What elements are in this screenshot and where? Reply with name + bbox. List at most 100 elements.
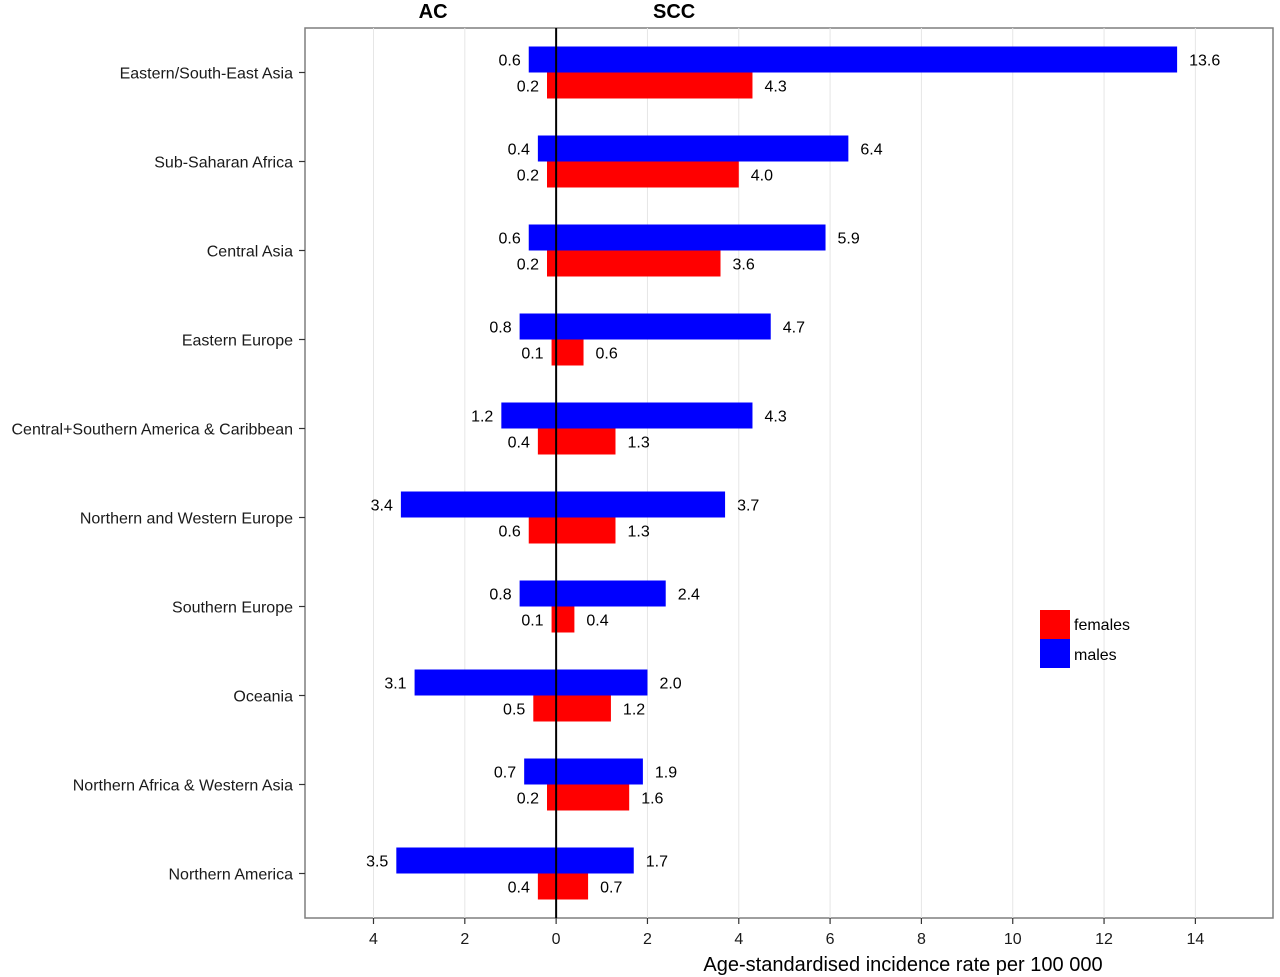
x-axis: 4 2 0 2 4 6 8 10 12 14	[369, 918, 1204, 948]
bar-females-scc-1	[556, 161, 739, 188]
label-males-ac-6: 0.8	[489, 587, 511, 604]
category-label-3: Eastern Europe	[182, 333, 293, 350]
bar-males-ac-4	[501, 402, 557, 429]
label-males-scc-8: 1.9	[655, 765, 677, 782]
x-tick-label-9: 14	[1186, 931, 1204, 948]
label-males-ac-5: 3.4	[371, 498, 393, 515]
category-label-9: Northern America	[169, 867, 294, 884]
bar-males-ac-9	[396, 847, 557, 874]
x-tick-label-3: 2	[643, 931, 652, 948]
label-females-scc-5: 1.3	[627, 524, 649, 541]
bar-males-scc-2	[556, 224, 826, 251]
label-males-ac-9: 3.5	[366, 854, 388, 871]
label-females-ac-8: 0.2	[517, 791, 539, 808]
label-females-scc-3: 0.6	[596, 346, 618, 363]
label-males-ac-0: 0.6	[498, 53, 520, 70]
x-tick-label-8: 12	[1095, 931, 1113, 948]
label-females-ac-4: 0.4	[508, 435, 530, 452]
x-tick-label-5: 6	[826, 931, 835, 948]
plot-panel	[304, 27, 1274, 919]
label-females-ac-6: 0.1	[521, 613, 543, 630]
category-label-1: Sub-Saharan Africa	[154, 155, 293, 172]
label-males-scc-2: 5.9	[838, 231, 860, 248]
bar-females-scc-7	[556, 695, 611, 722]
bar-females-scc-2	[556, 250, 721, 277]
ac-header: AC	[419, 1, 448, 23]
x-tick-label-2: 0	[552, 931, 561, 948]
bar-females-ac-5	[528, 517, 557, 544]
label-males-ac-3: 0.8	[489, 320, 511, 337]
bar-males-scc-4	[556, 402, 753, 429]
x-tick-label-4: 4	[734, 931, 743, 948]
x-tick-label-6: 8	[917, 931, 926, 948]
bar-females-scc-9	[556, 873, 589, 900]
legend-swatch-males	[1040, 639, 1070, 668]
bar-males-ac-0	[528, 46, 557, 73]
bar-females-scc-0	[556, 72, 753, 99]
category-label-0: Eastern/South-East Asia	[120, 66, 294, 83]
label-females-ac-9: 0.4	[508, 880, 530, 897]
bar-males-scc-6	[556, 580, 666, 607]
grid-lines	[372, 28, 1196, 918]
label-females-scc-8: 1.6	[641, 791, 663, 808]
label-males-scc-1: 6.4	[860, 142, 882, 159]
data-labels: 0.6 13.6 0.2 4.3 0.4 6.4 0.2 4.0 0.6 5.9 0.2 3.6 0.8…	[366, 53, 1220, 897]
category-label-4: Central+Southern America & Caribbean	[12, 422, 294, 439]
bar-females-scc-6	[556, 606, 575, 633]
label-males-ac-1: 0.4	[508, 142, 530, 159]
x-tick-label-7: 10	[1004, 931, 1022, 948]
bar-females-ac-3	[551, 339, 557, 366]
label-males-ac-2: 0.6	[498, 231, 520, 248]
label-males-scc-5: 3.7	[737, 498, 759, 515]
label-females-scc-0: 4.3	[764, 79, 786, 96]
bar-females-ac-7	[533, 695, 557, 722]
label-males-scc-6: 2.4	[678, 587, 700, 604]
bar-males-scc-5	[556, 491, 726, 518]
bar-females-ac-9	[537, 873, 557, 900]
bar-males-ac-7	[414, 669, 557, 696]
bar-males-scc-9	[556, 847, 634, 874]
bar-males-scc-8	[556, 758, 643, 785]
label-females-ac-1: 0.2	[517, 168, 539, 185]
category-label-5: Northern and Western Europe	[80, 511, 293, 528]
label-males-ac-8: 0.7	[494, 765, 516, 782]
x-tick-label-0: 4	[369, 931, 378, 948]
label-females-scc-2: 3.6	[733, 257, 755, 274]
label-females-ac-7: 0.5	[503, 702, 525, 719]
bar-males-ac-8	[524, 758, 557, 785]
bar-females-ac-6	[551, 606, 557, 633]
bar-males-scc-3	[556, 313, 771, 340]
bar-females-ac-0	[547, 72, 557, 99]
y-axis: Eastern/South-East Asia Sub-Saharan Afric…	[12, 66, 305, 884]
label-males-scc-0: 13.6	[1189, 53, 1220, 70]
legend-swatch-females	[1040, 610, 1070, 639]
label-females-ac-5: 0.6	[498, 524, 520, 541]
bar-males-scc-7	[556, 669, 648, 696]
scc-header: SCC	[653, 1, 695, 23]
label-males-ac-4: 1.2	[471, 409, 493, 426]
legend-label-males: males	[1074, 647, 1117, 664]
bar-females-scc-4	[556, 428, 616, 455]
category-label-2: Central Asia	[207, 244, 293, 261]
label-females-scc-4: 1.3	[627, 435, 649, 452]
bar-males-ac-3	[519, 313, 557, 340]
label-females-ac-3: 0.1	[521, 346, 543, 363]
label-males-scc-4: 4.3	[764, 409, 786, 426]
label-males-scc-7: 2.0	[659, 676, 681, 693]
legend-label-females: females	[1074, 617, 1130, 634]
label-females-scc-1: 4.0	[751, 168, 773, 185]
label-males-scc-9: 1.7	[646, 854, 668, 871]
bar-males-ac-2	[528, 224, 557, 251]
bar-females-ac-1	[547, 161, 557, 188]
bar-males-ac-6	[519, 580, 557, 607]
bar-females-ac-4	[537, 428, 557, 455]
label-females-scc-6: 0.4	[586, 613, 608, 630]
label-females-scc-7: 1.2	[623, 702, 645, 719]
bar-females-scc-3	[556, 339, 584, 366]
category-label-6: Southern Europe	[172, 600, 293, 617]
label-females-ac-0: 0.2	[517, 79, 539, 96]
legend: females males	[1040, 610, 1130, 668]
bar-males-ac-5	[400, 491, 557, 518]
bar-males-scc-1	[556, 135, 849, 162]
